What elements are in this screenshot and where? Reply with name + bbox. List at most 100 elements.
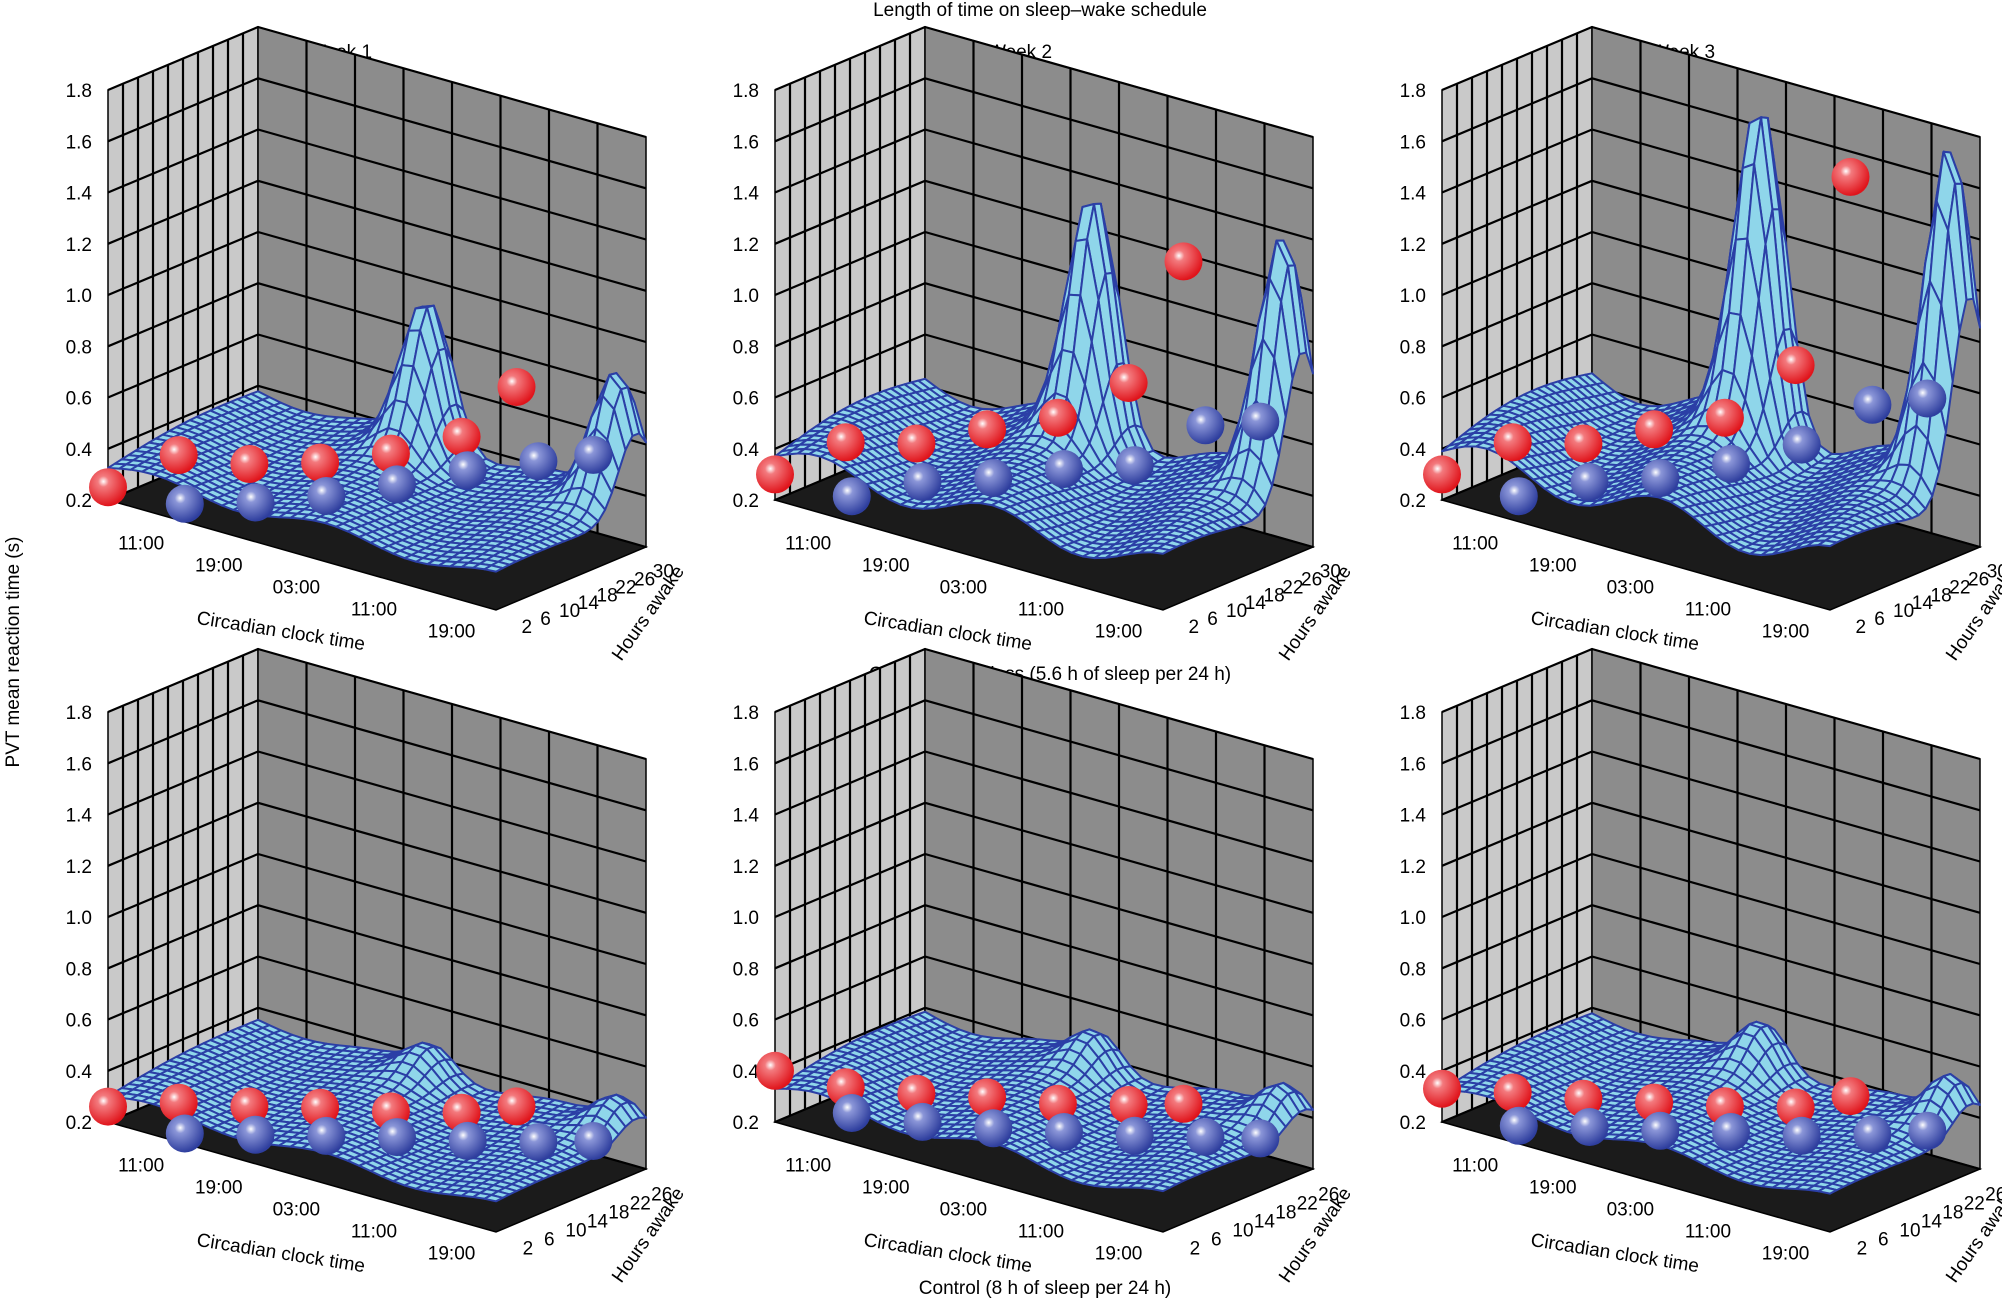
y-tick-label: 1.8 — [733, 703, 759, 724]
y-tick-label: 1.4 — [733, 184, 760, 205]
y-tick-label: 1.4 — [66, 806, 93, 827]
blue-data-point-12 — [1186, 1118, 1224, 1156]
blue-data-point-13 — [1241, 1119, 1279, 1157]
blue-data-point-11 — [1783, 426, 1821, 464]
red-data-point-3 — [968, 410, 1006, 448]
x-axis-title: Circadian clock time — [862, 1230, 1033, 1277]
z-tick-label: 22 — [1297, 1193, 1318, 1214]
red-data-point-3 — [301, 444, 339, 482]
red-data-point-5 — [443, 418, 481, 456]
z-tick-label: 2 — [1856, 617, 1867, 638]
y-tick-label: 0.6 — [733, 389, 759, 410]
blue-data-point-13 — [1908, 1112, 1946, 1150]
y-tick-label: 0.2 — [66, 491, 92, 512]
z-tick-label: 10 — [1232, 1220, 1253, 1241]
blue-data-point-11 — [449, 1122, 487, 1160]
y-tick-label: 0.8 — [733, 337, 759, 358]
y-tick-label: 1.0 — [66, 286, 92, 307]
blue-data-point-8 — [1571, 1108, 1609, 1146]
z-tick-label: 14 — [587, 1211, 609, 1232]
y-tick-label: 0.6 — [1400, 1011, 1426, 1032]
red-data-point-3 — [1635, 410, 1673, 448]
z-tick-label: 2 — [523, 1238, 534, 1259]
y-tick-label: 0.4 — [66, 1062, 93, 1083]
y-tick-label: 0.6 — [1400, 389, 1426, 410]
x-tick-label: 11:00 — [785, 534, 831, 555]
z-tick-label: 22 — [630, 1193, 651, 1214]
bottom-title: Control (8 h of sleep per 24 h) — [919, 1278, 1171, 1300]
x-tick-label: 19:00 — [862, 556, 910, 577]
blue-data-point-7 — [833, 1094, 871, 1132]
red-data-point-6 — [1832, 1077, 1870, 1115]
blue-data-point-9 — [974, 1109, 1012, 1147]
blue-data-point-9 — [1641, 1112, 1679, 1150]
x-tick-label: 11:00 — [351, 1222, 397, 1243]
blue-data-point-10 — [1712, 1113, 1750, 1151]
y-tick-label: 0.2 — [733, 1113, 759, 1134]
blue-data-point-7 — [833, 477, 871, 515]
top-title: Length of time on sleep–wake schedule — [873, 0, 1207, 22]
z-tick-label: 10 — [1899, 1220, 1920, 1241]
y-tick-label: 1.6 — [66, 754, 92, 775]
x-axis-title: Circadian clock time — [862, 608, 1033, 655]
y-tick-label: 1.2 — [66, 857, 92, 878]
z-tick-label: 6 — [544, 1229, 555, 1250]
x-tick-label: 19:00 — [1529, 556, 1577, 577]
blue-data-point-11 — [1116, 1117, 1154, 1155]
red-data-point-5 — [1777, 346, 1815, 384]
y-tick-label: 1.2 — [733, 857, 759, 878]
y-tick-label: 0.4 — [66, 440, 93, 461]
red-data-point-6 — [498, 368, 536, 406]
chart-panel-top-week-1: 0.20.40.60.81.01.21.41.61.811:0019:0003:… — [0, 60, 667, 640]
y-tick-label: 1.6 — [1400, 754, 1426, 775]
blue-data-point-11 — [449, 451, 487, 489]
blue-data-point-8 — [237, 484, 275, 522]
red-data-point-0 — [756, 455, 794, 493]
red-data-point-0 — [89, 468, 127, 506]
red-data-point-4 — [1039, 399, 1077, 437]
chart-panel-bottom-week-2: 0.20.40.60.81.01.21.41.61.811:0019:0003:… — [667, 682, 1334, 1262]
x-tick-label: 11:00 — [1018, 600, 1064, 621]
y-tick-label: 0.4 — [1400, 1062, 1427, 1083]
x-tick-label: 19:00 — [428, 622, 476, 643]
blue-data-point-10 — [1045, 1113, 1083, 1151]
x-tick-label: 19:00 — [428, 1244, 476, 1265]
blue-data-point-13 — [1908, 380, 1946, 418]
blue-data-point-8 — [904, 463, 942, 501]
y-tick-label: 1.0 — [733, 286, 759, 307]
y-tick-label: 0.8 — [66, 337, 92, 358]
y-tick-label: 1.8 — [1400, 703, 1426, 724]
z-tick-label: 22 — [1964, 1193, 1985, 1214]
y-tick-label: 1.0 — [733, 908, 759, 929]
y-tick-label: 1.2 — [733, 235, 759, 256]
chart-panel-bottom-week-3: 0.20.40.60.81.01.21.41.61.811:0019:0003:… — [1334, 682, 2001, 1262]
y-tick-label: 1.2 — [66, 235, 92, 256]
y-tick-label: 0.2 — [733, 491, 759, 512]
y-tick-label: 0.6 — [66, 389, 92, 410]
z-tick-label: 2 — [1189, 617, 1200, 638]
x-tick-label: 03:00 — [1607, 1200, 1655, 1221]
blue-data-point-7 — [166, 1115, 204, 1153]
y-tick-label: 1.8 — [66, 703, 92, 724]
y-tick-label: 1.8 — [1400, 81, 1426, 102]
x-tick-label: 11:00 — [118, 1156, 164, 1177]
y-tick-label: 0.6 — [733, 1011, 759, 1032]
z-tick-label: 14 — [1921, 1211, 1943, 1232]
blue-data-point-10 — [378, 1118, 416, 1156]
x-tick-label: 11:00 — [1452, 1156, 1498, 1177]
red-data-point-6 — [498, 1087, 536, 1125]
red-data-point-2 — [1564, 425, 1602, 463]
z-tick-label: 18 — [1275, 1202, 1296, 1223]
blue-data-point-12 — [519, 1123, 557, 1161]
y-tick-label: 0.8 — [1400, 337, 1426, 358]
red-data-point-6 — [1165, 242, 1203, 280]
blue-data-point-7 — [1500, 477, 1538, 515]
x-tick-label: 19:00 — [1095, 622, 1143, 643]
blue-data-point-9 — [974, 459, 1012, 497]
y-tick-label: 1.2 — [1400, 235, 1426, 256]
x-axis-title: Circadian clock time — [1529, 1230, 1700, 1277]
y-tick-label: 0.4 — [733, 1062, 760, 1083]
red-data-point-6 — [1165, 1085, 1203, 1123]
blue-data-point-10 — [1045, 450, 1083, 488]
z-tick-label: 6 — [1207, 609, 1218, 630]
